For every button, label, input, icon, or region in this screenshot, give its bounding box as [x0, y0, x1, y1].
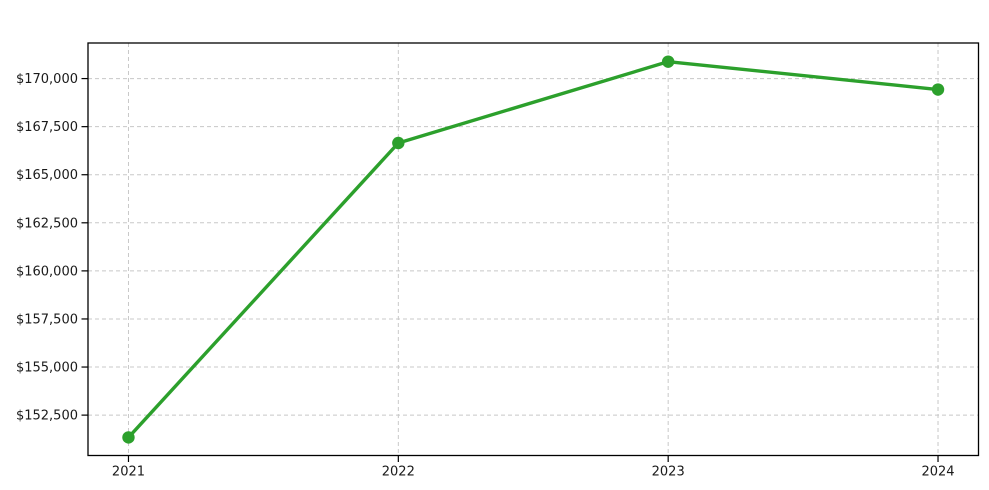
y-tick-label: $160,000	[16, 264, 78, 279]
x-tick-label: 2022	[382, 465, 415, 480]
y-tick-label: $155,000	[16, 361, 78, 376]
axes-box	[87, 42, 980, 457]
x-tick-label: 2024	[921, 465, 954, 480]
data-point	[392, 136, 405, 150]
y-tick-label: $167,500	[16, 120, 78, 135]
x-tick-label: 2021	[112, 465, 145, 480]
y-tick-label: $165,000	[16, 168, 78, 183]
y-tick-label: $157,500	[16, 312, 78, 327]
y-tick-label: $152,500	[16, 409, 78, 424]
data-point	[931, 83, 945, 96]
data-point	[122, 431, 135, 444]
data-point	[661, 55, 675, 68]
trend-line	[126, 59, 940, 440]
y-tick-label: $170,000	[16, 72, 78, 87]
x-tick-label: 2023	[652, 465, 685, 480]
y-tick-label: $162,500	[16, 216, 78, 231]
